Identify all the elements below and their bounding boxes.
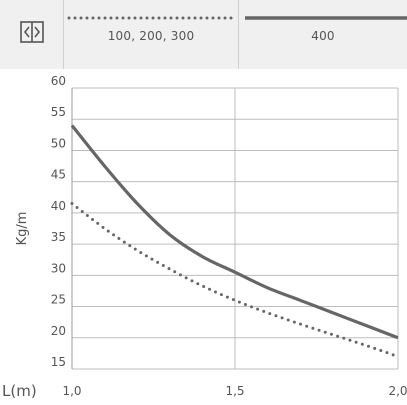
x-tick-label: 2,0 [388, 384, 407, 398]
y-tick-label: 45 [51, 168, 66, 182]
legend-swatch-solid [245, 16, 407, 20]
legend-header: 100, 200, 300 400 [0, 0, 407, 69]
y-tick-label: 25 [51, 293, 66, 307]
legend-swatch-dotted [67, 16, 235, 20]
y-tick-label: 35 [51, 230, 66, 244]
series-line-solid [70, 124, 399, 340]
line-chart: 15 20 25 30 35 40 45 50 55 60 1,0 1,5 2,0 L(m) Kg/m [2, 74, 407, 400]
y-tick-label: 60 [51, 74, 66, 88]
legend-item-solid[interactable]: 400 [239, 0, 407, 69]
y-tick-label: 40 [51, 199, 66, 213]
y-tick-label: 55 [51, 105, 66, 119]
x-tick-label: 1,0 [62, 384, 81, 398]
legend-label: 400 [311, 29, 335, 43]
legend-item-dotted[interactable]: 100, 200, 300 [64, 0, 238, 69]
legend-label: 100, 200, 300 [107, 29, 195, 43]
resize-toggle[interactable] [0, 0, 63, 69]
x-tick-label: 1,5 [225, 384, 244, 398]
y-tick-label: 15 [51, 355, 66, 369]
divider [63, 0, 64, 69]
divider [238, 0, 239, 69]
y-tick-label: 50 [51, 136, 66, 150]
y-tick-label: 20 [51, 324, 66, 338]
resize-horizontal-icon [20, 21, 44, 43]
y-axis-label: Kg/m [15, 212, 30, 246]
y-tick-label: 30 [51, 261, 66, 275]
x-axis-label: L(m) [2, 382, 37, 400]
